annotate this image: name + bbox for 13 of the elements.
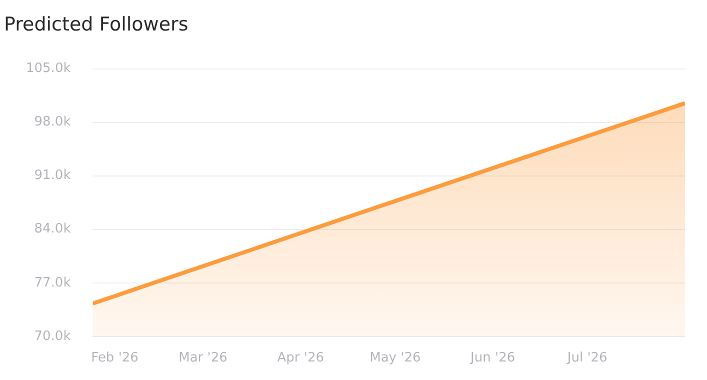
x-tick-label: Jul '26 [566,350,608,366]
y-tick-label: 70.0k [34,328,72,344]
y-tick-label: 77.0k [34,275,72,290]
x-tick-label: Jun '26 [470,350,516,366]
x-tick-label: May '26 [370,350,421,366]
chart-title: Predicted Followers [4,13,188,36]
x-tick-label: Mar '26 [178,350,228,366]
y-tick-label: 105.0k [26,61,72,76]
x-tick-label: Feb '26 [91,350,138,366]
y-tick-label: 84.0k [34,222,72,237]
x-tick-label: Apr '26 [277,350,324,366]
y-tick-label: 91.0k [34,168,72,184]
y-tick-label: 98.0k [34,114,72,130]
